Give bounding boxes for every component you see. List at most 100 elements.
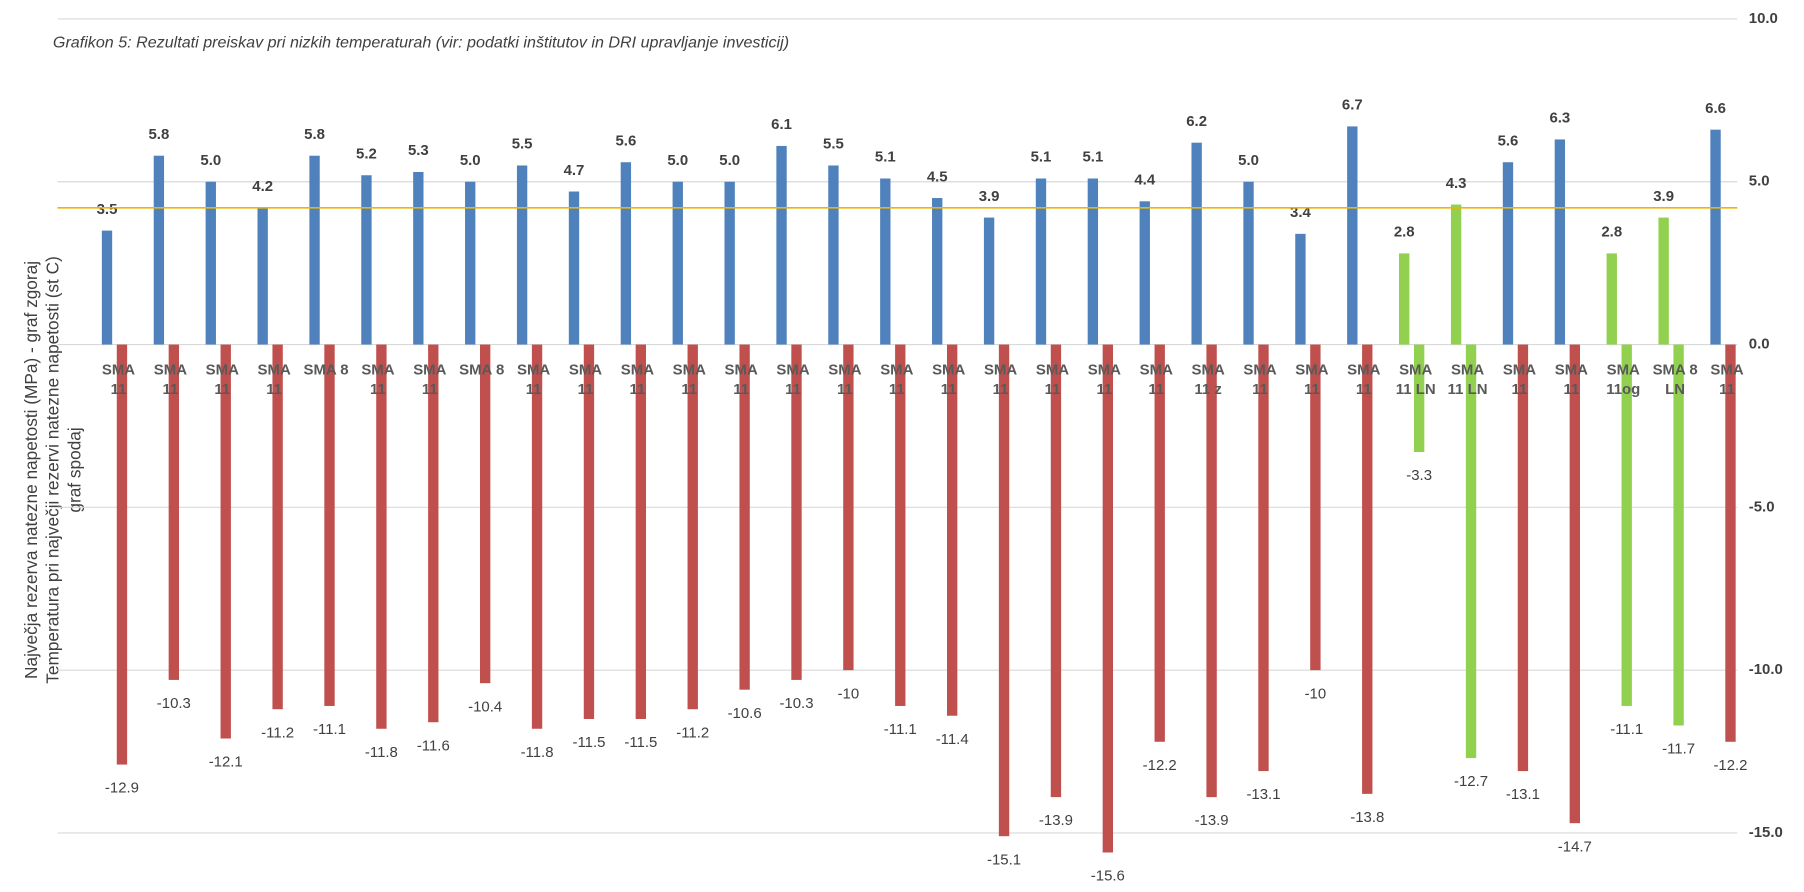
x-tick-label: SMA 11: [1347, 360, 1381, 398]
data-label: 3.9: [1653, 188, 1674, 205]
data-label: 6.2: [1186, 113, 1207, 130]
data-label: 2.8: [1394, 224, 1415, 241]
x-tick-wrap: SMA 11: [932, 361, 965, 398]
data-label: -10.3: [779, 695, 813, 712]
bar: [687, 344, 698, 710]
data-label: 4.5: [927, 168, 948, 185]
bar: [672, 181, 683, 345]
bar: [465, 181, 476, 345]
bar: [724, 181, 735, 345]
bar: [1673, 344, 1684, 726]
bar: [257, 207, 268, 345]
data-label: -12.2: [1143, 757, 1177, 774]
x-tick-label: SMA 11: [1243, 360, 1277, 398]
data-label: 4.4: [1134, 172, 1155, 189]
bar: [1310, 344, 1321, 671]
data-label: -13.9: [1195, 812, 1229, 829]
x-tick-wrap: SMA 11: [984, 361, 1017, 398]
bar: [1569, 344, 1580, 824]
y-axis-label: Največja rezerva natezne napetosti (MPa)…: [21, 256, 85, 684]
x-tick-wrap: SMA 11: [1243, 360, 1277, 398]
data-label: 6.3: [1549, 110, 1570, 127]
x-tick-label: SMA 11: [776, 360, 810, 398]
data-label: -13.9: [1039, 812, 1073, 829]
x-tick-wrap: SMA 11: [1555, 361, 1588, 398]
x-tick-label: SMA 11: [1295, 360, 1329, 398]
x-tick-label: SMA 11: [1502, 360, 1537, 398]
data-label: 6.6: [1705, 100, 1726, 117]
x-tick-wrap: SMA 11: [102, 361, 135, 398]
bar: [1087, 178, 1099, 345]
x-tick-wrap: SMA 11: [206, 361, 239, 398]
data-label: -11.4: [936, 731, 969, 748]
bar: [1517, 344, 1529, 772]
y-label-line: Temperatura pri največji rezervi natezne…: [43, 256, 63, 684]
x-tick-wrap: SMA 11: [672, 360, 706, 398]
bar: [1139, 201, 1150, 345]
bar: [1710, 129, 1721, 345]
data-label: 5.0: [667, 152, 688, 169]
data-label: -10: [838, 685, 860, 702]
x-tick-label: SMA 11: [672, 360, 706, 398]
bar: [1347, 126, 1358, 345]
bar: [739, 344, 750, 690]
data-label: -11.6: [417, 737, 450, 754]
bar: [413, 171, 424, 345]
data-label: 5.0: [1238, 152, 1259, 169]
data-label: -13.1: [1246, 786, 1280, 803]
x-tick-wrap: SMA 11: [413, 360, 447, 398]
bar: [1606, 253, 1617, 345]
data-label: 5.1: [1031, 149, 1052, 166]
bar: [116, 344, 128, 765]
x-tick-wrap: SMA 11og: [1606, 360, 1641, 398]
bar: [324, 344, 335, 706]
bar: [635, 344, 647, 719]
bar: [583, 344, 595, 719]
x-tick-wrap: SMA 11: [361, 361, 394, 398]
x-tick-wrap: SMA 11: [1347, 360, 1381, 398]
data-label: 4.7: [564, 162, 585, 179]
x-tick-label: SMA 11og: [1606, 360, 1641, 398]
bar: [828, 165, 839, 345]
x-tick-label: SMA 11: [153, 360, 187, 398]
x-tick-label: SMA 11: [1139, 360, 1173, 398]
data-label: 3.5: [97, 201, 118, 218]
bar: [101, 230, 113, 345]
x-tick-wrap: SMA 11: [620, 360, 654, 398]
x-tick-wrap: SMA 11: [828, 361, 861, 398]
x-tick-wrap: SMA 11: [153, 360, 187, 398]
bar: [1035, 178, 1047, 345]
x-tick-wrap: SMA 11: [569, 361, 602, 398]
data-label: -11.5: [624, 734, 657, 751]
bar: [205, 181, 216, 345]
y-tick-label: 10.0: [1749, 10, 1778, 27]
bar: [1554, 139, 1566, 345]
y-label-line: Največja rezerva natezne napetosti (MPa)…: [21, 261, 41, 679]
data-label: -15.6: [1091, 868, 1125, 885]
y-tick-label: 0.0: [1749, 336, 1770, 353]
x-tick-wrap: SMA 11: [258, 361, 291, 398]
data-label: -11.8: [365, 744, 398, 761]
bar: [776, 145, 787, 345]
bar: [1725, 344, 1736, 742]
data-label: -13.8: [1350, 809, 1384, 826]
data-label: 5.6: [615, 132, 636, 149]
x-tick-label: SMA 11: [1710, 360, 1744, 398]
bar: [932, 198, 943, 345]
bar: [983, 217, 995, 345]
bar: [791, 344, 802, 680]
data-label: 5.1: [875, 149, 896, 166]
x-tick-label: SMA 11: [620, 360, 654, 398]
bar: [1399, 253, 1410, 345]
x-tick-wrap: SMA 11: [1139, 360, 1173, 398]
data-label: 5.6: [1498, 132, 1519, 149]
data-label: 4.2: [252, 178, 273, 195]
x-tick-label: SMA 11: [413, 360, 447, 398]
data-label: -10.6: [728, 705, 762, 722]
data-label: 5.0: [200, 152, 221, 169]
x-tick-wrap: SMA 11: [517, 361, 550, 398]
chart-title: Grafikon 5: Rezultati preiskav pri nizki…: [53, 33, 789, 51]
bar: [1413, 344, 1425, 453]
bar: [531, 344, 543, 729]
